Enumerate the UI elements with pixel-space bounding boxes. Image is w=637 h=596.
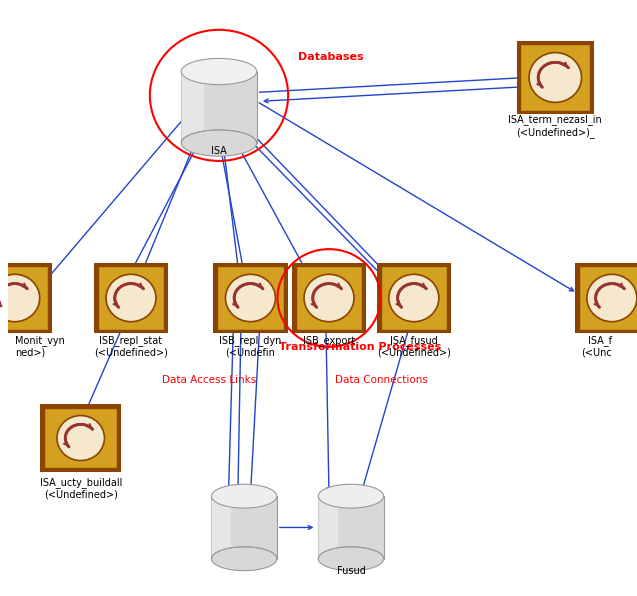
Circle shape: [304, 274, 354, 322]
Ellipse shape: [318, 484, 383, 508]
Text: Fusud: Fusud: [336, 566, 366, 576]
Text: ISA_ucty_buildall
(<Undefined>): ISA_ucty_buildall (<Undefined>): [39, 477, 122, 499]
Circle shape: [106, 274, 156, 322]
Text: ISB_repl_stat
(<Undefined>): ISB_repl_stat (<Undefined>): [94, 335, 168, 358]
Circle shape: [389, 274, 439, 322]
Text: ISB_export: ISB_export: [303, 335, 355, 346]
FancyBboxPatch shape: [318, 496, 383, 559]
FancyBboxPatch shape: [182, 72, 204, 143]
Text: ISA_f
(<Unc: ISA_f (<Unc: [581, 335, 612, 358]
Text: ISA: ISA: [211, 146, 227, 156]
FancyBboxPatch shape: [578, 266, 637, 330]
FancyBboxPatch shape: [44, 408, 117, 468]
FancyBboxPatch shape: [575, 263, 637, 333]
Circle shape: [225, 274, 275, 322]
Ellipse shape: [182, 58, 257, 85]
Text: Transformation Processes: Transformation Processes: [279, 342, 441, 352]
FancyBboxPatch shape: [517, 41, 594, 114]
FancyBboxPatch shape: [213, 263, 287, 333]
FancyBboxPatch shape: [292, 263, 366, 333]
FancyBboxPatch shape: [318, 496, 338, 559]
FancyBboxPatch shape: [97, 266, 164, 330]
Ellipse shape: [211, 547, 277, 571]
Circle shape: [587, 274, 637, 322]
FancyBboxPatch shape: [40, 405, 121, 471]
FancyBboxPatch shape: [0, 266, 48, 330]
FancyBboxPatch shape: [211, 496, 277, 559]
FancyBboxPatch shape: [182, 72, 257, 143]
Ellipse shape: [211, 484, 277, 508]
FancyBboxPatch shape: [211, 496, 231, 559]
FancyBboxPatch shape: [296, 266, 362, 330]
FancyBboxPatch shape: [376, 263, 451, 333]
FancyBboxPatch shape: [0, 263, 52, 333]
Circle shape: [0, 274, 39, 322]
FancyBboxPatch shape: [217, 266, 283, 330]
Text: ISA_fusud
(<Undefined>): ISA_fusud (<Undefined>): [377, 335, 451, 358]
FancyBboxPatch shape: [380, 266, 447, 330]
FancyBboxPatch shape: [520, 44, 590, 111]
Text: Data Connections: Data Connections: [335, 375, 428, 385]
Text: ISB_repl_dyn
(<Undefin: ISB_repl_dyn (<Undefin: [219, 335, 282, 358]
Ellipse shape: [182, 130, 257, 156]
Ellipse shape: [318, 547, 383, 571]
Text: Databases: Databases: [297, 52, 363, 61]
Text: ISA_term_nezasl_in
(<Undefined>)_: ISA_term_nezasl_in (<Undefined>)_: [508, 114, 602, 138]
Text: Monit_vyn
ned>): Monit_vyn ned>): [15, 335, 64, 358]
Circle shape: [57, 415, 104, 461]
Text: Data Access Links: Data Access Links: [162, 375, 257, 385]
FancyBboxPatch shape: [94, 263, 168, 333]
Circle shape: [529, 52, 582, 103]
